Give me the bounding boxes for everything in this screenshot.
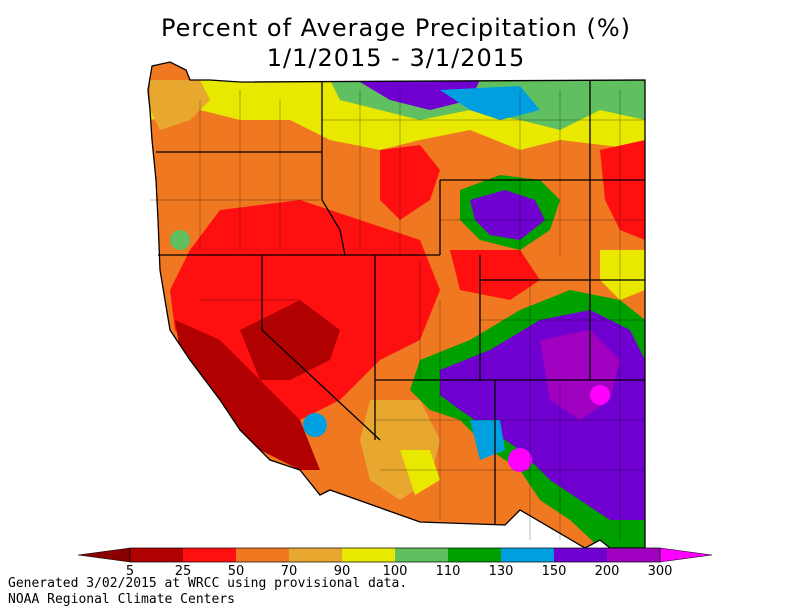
legend-swatch [236, 548, 289, 562]
legend-tick: 150 [542, 564, 567, 579]
legend-tick: 110 [436, 564, 461, 579]
legend-tick: 130 [489, 564, 514, 579]
legend-tick: 50 [228, 564, 245, 579]
legend-swatch [289, 548, 342, 562]
legend-tick: 90 [334, 564, 351, 579]
state-boundaries [147, 61, 646, 549]
legend-swatch [554, 548, 607, 562]
precip-field [148, 62, 645, 548]
legend-tick: 200 [595, 564, 620, 579]
legend-swatch [130, 548, 183, 562]
legend-ticks: 5 25 50 70 90 100 110 130 150 200 300 [126, 564, 673, 579]
legend-tick: 5 [126, 564, 134, 579]
legend-tick: 300 [648, 564, 673, 579]
legend-overflow [659, 547, 713, 563]
legend-tick: 25 [175, 564, 192, 579]
legend-tick: 100 [383, 564, 408, 579]
legend-swatch [395, 548, 448, 562]
legend-swatch [342, 548, 395, 562]
legend-swatch [607, 548, 660, 562]
legend-swatch [183, 548, 236, 562]
map-date-range: 1/1/2015 - 3/1/2015 [266, 44, 526, 72]
legend-underflow [77, 547, 131, 563]
map-title: Percent of Average Precipitation (%) [160, 14, 632, 42]
source-credit: NOAA Regional Climate Centers [8, 592, 235, 607]
legend-tick: 70 [281, 564, 298, 579]
generated-note: Generated 3/02/2015 at WRCC using provis… [8, 576, 408, 591]
county-lines [150, 90, 645, 540]
legend-swatch [448, 548, 501, 562]
color-legend [77, 547, 713, 563]
legend-swatch [501, 548, 554, 562]
